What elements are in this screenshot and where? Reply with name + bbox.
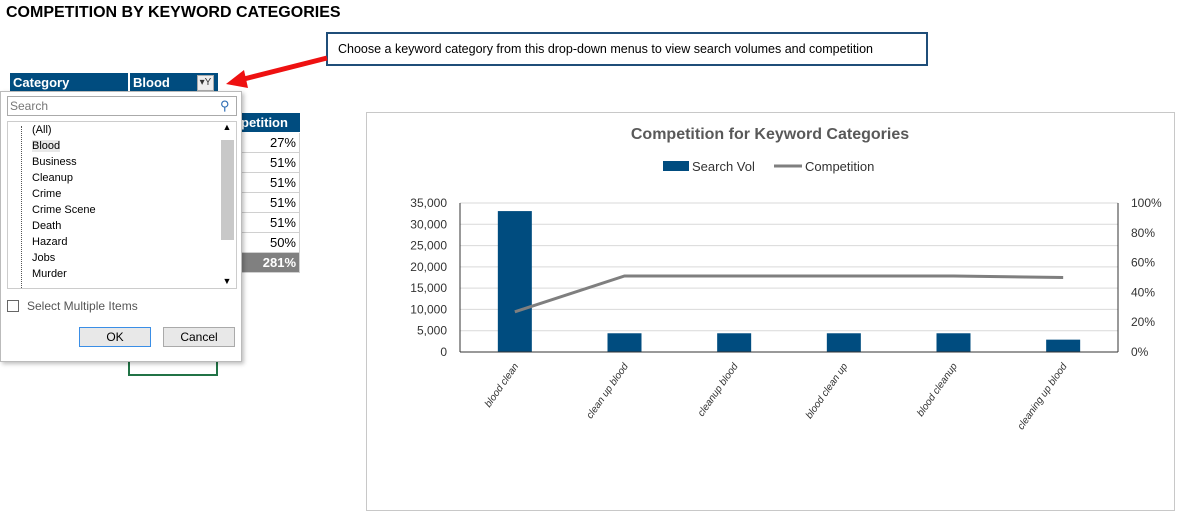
legend-competition: Competition [805, 159, 874, 174]
filter-dropdown-panel: Search ⚲ (All) Blood Business Cleanup Crime C… [0, 91, 242, 362]
y-tick-label: 0 [440, 345, 447, 359]
y-tick-label: 15,000 [410, 281, 447, 295]
combo-chart: Competition for Keyword Categories Search… [410, 126, 1162, 432]
dropdown-item[interactable]: (All) [32, 124, 52, 136]
competition-cell: 51% [238, 153, 300, 173]
item-list: (All) Blood Business Cleanup Crime Crime Scen… [7, 121, 237, 289]
competition-total: 281% [238, 253, 300, 273]
dropdown-item[interactable]: Jobs [32, 252, 56, 264]
cell-selection [128, 362, 218, 376]
cancel-button[interactable]: Cancel [163, 327, 235, 347]
competition-cell: 51% [238, 193, 300, 213]
x-tick-label: blood cleanup [915, 361, 960, 419]
y2-tick-label: 20% [1131, 315, 1155, 329]
dropdown-item[interactable]: Crime [32, 188, 62, 200]
red-arrow-icon [226, 55, 328, 88]
competition-cell: 51% [238, 173, 300, 193]
competition-cell: 51% [238, 213, 300, 233]
x-tick-label: cleanup blood [696, 361, 741, 419]
y2-tick-label: 0% [1131, 345, 1149, 359]
x-tick-label: clean up blood [585, 361, 632, 421]
dropdown-item[interactable]: Blood [32, 140, 61, 152]
x-tick-label: cleaning up blood [1016, 361, 1070, 432]
x-tick-label: blood clean up [804, 361, 851, 421]
x-tick-label: blood clean [483, 361, 522, 410]
competition-header: petition [238, 113, 300, 132]
dropdown-item[interactable]: Crime Scene [32, 204, 96, 216]
scroll-up-icon[interactable]: ▲ [222, 122, 232, 132]
select-multiple-label: Select Multiple Items [27, 299, 138, 313]
y-tick-label: 25,000 [410, 239, 447, 253]
competition-line [514, 274, 1064, 314]
y-tick-label: 30,000 [410, 217, 447, 231]
legend-bar-swatch [663, 161, 689, 171]
ok-button[interactable]: OK [79, 327, 151, 347]
y-tick-label: 10,000 [410, 302, 447, 316]
scrollbar[interactable]: ▲ ▼ [219, 122, 235, 288]
bar [497, 211, 532, 352]
chart-title: Competition for Keyword Categories [631, 126, 909, 143]
y-tick-label: 35,000 [410, 196, 447, 210]
y2-tick-label: 100% [1131, 196, 1162, 210]
bar [936, 333, 971, 352]
dropdown-item[interactable]: Cleanup [32, 172, 73, 184]
dropdown-item[interactable]: Hazard [32, 236, 68, 248]
legend-search-vol: Search Vol [692, 159, 755, 174]
dropdown-item[interactable]: Murder [32, 268, 67, 280]
filter-dropdown-button[interactable]: ▾Y [197, 75, 214, 91]
y2-tick-label: 40% [1131, 285, 1155, 299]
competition-cell: 27% [238, 133, 300, 153]
scroll-down-icon[interactable]: ▼ [222, 276, 232, 286]
dropdown-item[interactable]: Death [32, 220, 62, 232]
callout-note: Choose a keyword category from this drop… [326, 32, 928, 66]
competition-cell: 50% [238, 233, 300, 253]
page-title: COMPETITION BY KEYWORD CATEGORIES [6, 4, 341, 21]
bar [607, 333, 642, 352]
category-label: Category [10, 73, 128, 92]
chart-area [366, 112, 1175, 511]
bar [717, 333, 752, 352]
category-value: Blood [129, 73, 218, 92]
select-multiple-checkbox[interactable] [7, 300, 19, 312]
y2-tick-label: 80% [1131, 226, 1155, 240]
search-icon: ⚲ [220, 98, 230, 113]
search-input[interactable]: Search [7, 96, 237, 116]
bar [826, 333, 861, 352]
scroll-thumb[interactable] [221, 140, 234, 240]
bar [1046, 339, 1081, 352]
dropdown-item[interactable]: Business [32, 156, 77, 168]
y-tick-label: 20,000 [410, 260, 447, 274]
y-tick-label: 5,000 [417, 324, 447, 338]
y2-tick-label: 60% [1131, 256, 1155, 270]
